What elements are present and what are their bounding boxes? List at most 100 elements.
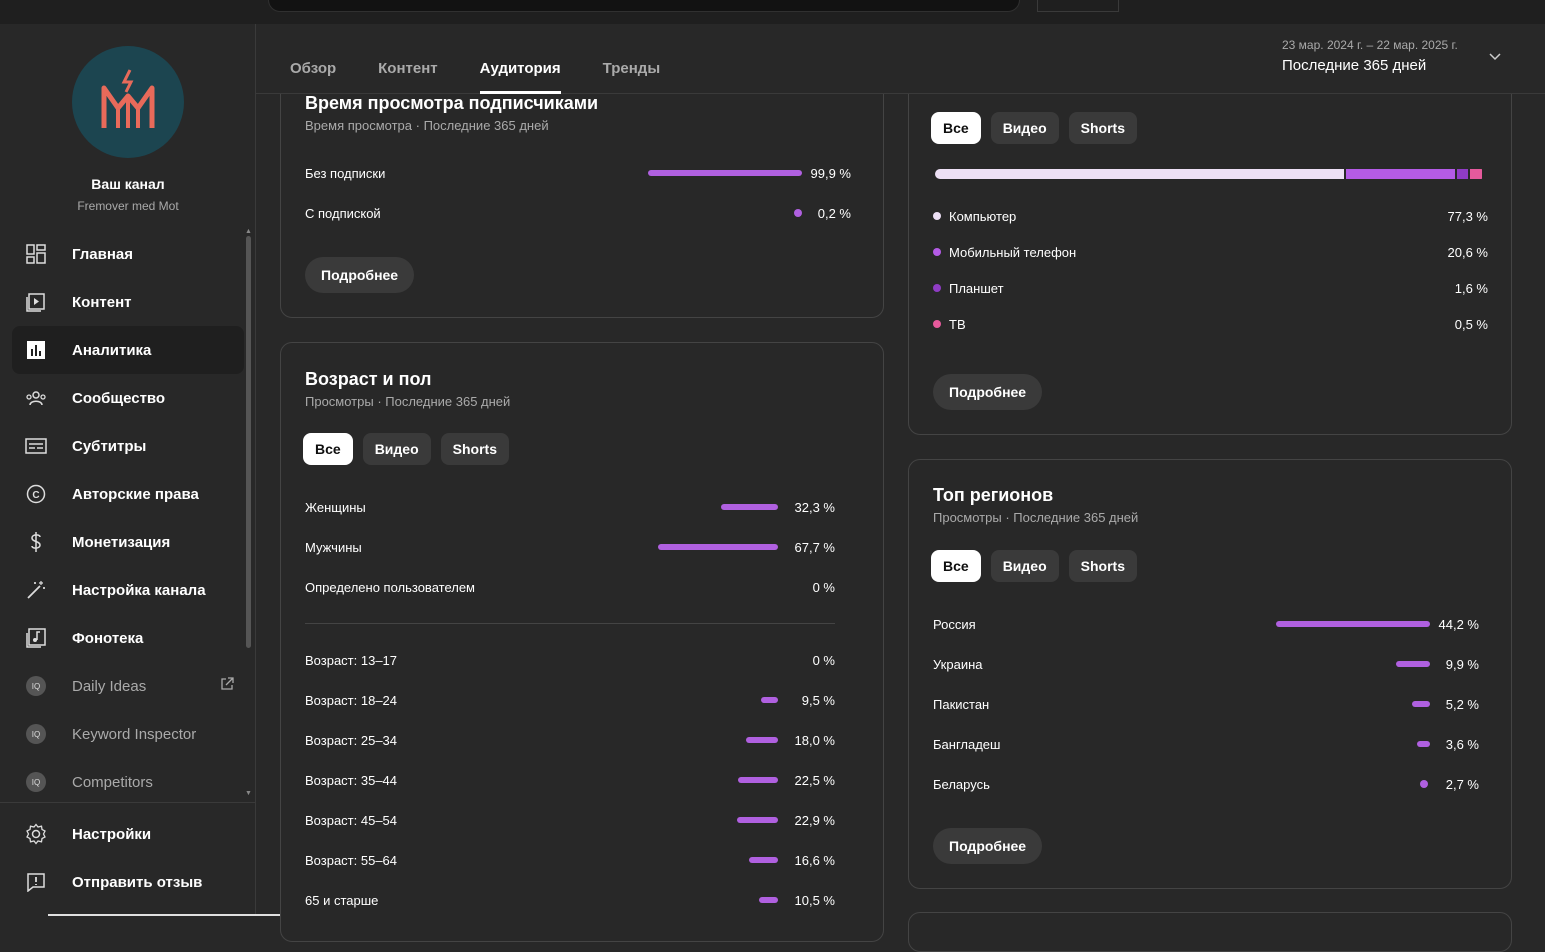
sidebar-divider bbox=[0, 802, 256, 803]
feedback-icon bbox=[24, 870, 48, 894]
sidebar-item-monetization[interactable]: Монетизация bbox=[12, 518, 244, 566]
sidebar-item-feedback[interactable]: Отправить отзыв bbox=[12, 858, 244, 906]
sidebar-item-competitors[interactable]: IQ Competitors bbox=[12, 758, 244, 806]
row-bar bbox=[648, 170, 802, 176]
extension-icon: IQ bbox=[26, 772, 46, 792]
sidebar-item-copyright[interactable]: C Авторские права bbox=[12, 470, 244, 518]
scroll-down-arrow[interactable]: ▼ bbox=[245, 790, 252, 797]
sidebar-item-daily-ideas[interactable]: IQ Daily Ideas bbox=[12, 662, 244, 710]
chip-video[interactable]: Видео bbox=[362, 433, 431, 465]
sidebar-item-label: Фонотека bbox=[72, 629, 144, 647]
chip-shorts[interactable]: Shorts bbox=[1068, 112, 1137, 144]
list-item: Бангладеш 3,6 % bbox=[933, 734, 1479, 754]
row-value: 1,6 % bbox=[1454, 280, 1488, 296]
list-item: Мобильный телефон 20,6 % bbox=[933, 242, 1488, 262]
list-item: Возраст: 13–17 0 % bbox=[305, 650, 835, 670]
extension-icon: IQ bbox=[26, 724, 46, 744]
row-value: 77,3 % bbox=[1447, 208, 1488, 224]
content-icon bbox=[24, 290, 48, 314]
list-item: Беларусь 2,7 % bbox=[933, 774, 1479, 794]
list-item: Определено пользователем 0 % bbox=[305, 577, 835, 597]
row-label: Возраст: 13–17 bbox=[305, 652, 398, 668]
sidebar-item-label: Competitors bbox=[72, 773, 153, 791]
svg-text:C: C bbox=[32, 490, 39, 501]
subscribers-watch-time-card: Время просмотра подписчиками Время просм… bbox=[280, 60, 884, 318]
date-range[interactable]: 23 мар. 2024 г. – 22 мар. 2025 г. bbox=[1282, 38, 1458, 52]
analytics-header: Обзор Контент Аудитория Тренды 23 мар. 2… bbox=[256, 24, 1545, 94]
chip-all[interactable]: Все bbox=[303, 433, 353, 465]
more-button[interactable]: Подробнее bbox=[305, 257, 415, 293]
tab-trends[interactable]: Тренды bbox=[602, 60, 661, 77]
row-bar bbox=[1276, 621, 1430, 627]
dashboard-icon bbox=[24, 242, 48, 266]
sidebar-item-label: Настройки bbox=[72, 825, 152, 843]
row-label: Россия bbox=[933, 616, 976, 632]
legend-dot bbox=[933, 284, 941, 292]
row-label: Украина bbox=[933, 656, 983, 672]
row-label: 65 и старше bbox=[305, 892, 379, 908]
sidebar-scrollbar[interactable] bbox=[246, 236, 251, 648]
tab-audience[interactable]: Аудитория bbox=[479, 60, 561, 94]
sidebar-item-label: Контент bbox=[72, 293, 132, 311]
analytics-tabs: Обзор Контент Аудитория Тренды bbox=[290, 60, 660, 94]
chip-all[interactable]: Все bbox=[931, 112, 981, 144]
search-input[interactable] bbox=[268, 0, 1020, 12]
row-bar bbox=[721, 504, 778, 510]
sidebar-item-settings[interactable]: Настройки bbox=[12, 810, 244, 858]
row-dot bbox=[1420, 780, 1428, 788]
row-label: Беларусь bbox=[933, 776, 990, 792]
row-value: 9,5 % bbox=[801, 692, 835, 708]
sidebar-item-label: Сообщество bbox=[72, 389, 166, 407]
sidebar-item-subtitles[interactable]: Субтитры bbox=[12, 422, 244, 470]
sidebar-item-keyword-inspector[interactable]: IQ Keyword Inspector bbox=[12, 710, 244, 758]
row-label: Определено пользователем bbox=[305, 579, 475, 595]
card-title: Возраст и пол bbox=[305, 369, 432, 389]
chip-shorts[interactable]: Shorts bbox=[440, 433, 509, 465]
row-value: 0,2 % bbox=[817, 205, 851, 221]
row-bar bbox=[737, 817, 778, 823]
settings-icon bbox=[24, 822, 48, 846]
filter-chips: Все Видео Shorts bbox=[303, 433, 509, 465]
more-button[interactable]: Подробнее bbox=[933, 828, 1043, 864]
channel-title: Ваш канал bbox=[91, 176, 165, 192]
row-value: 5,2 % bbox=[1445, 696, 1479, 712]
list-item: ТВ 0,5 % bbox=[933, 314, 1488, 334]
sidebar-item-label: Keyword Inspector bbox=[72, 725, 197, 743]
sidebar-item-community[interactable]: Сообщество bbox=[12, 374, 244, 422]
sidebar-bottom-nav: Настройки Отправить отзыв bbox=[12, 810, 244, 906]
card-title: Время просмотра подписчиками bbox=[305, 93, 599, 113]
chip-video[interactable]: Видео bbox=[990, 550, 1059, 582]
top-bar bbox=[0, 0, 1545, 24]
period-select[interactable]: Последние 365 дней bbox=[1282, 57, 1427, 74]
chip-video[interactable]: Видео bbox=[990, 112, 1059, 144]
scroll-up-arrow[interactable]: ▲ bbox=[245, 228, 252, 235]
row-label: Возраст: 55–64 bbox=[305, 852, 398, 868]
chevron-down-icon[interactable] bbox=[1488, 50, 1502, 69]
next-card-edge bbox=[908, 912, 1512, 952]
chip-shorts[interactable]: Shorts bbox=[1068, 550, 1137, 582]
top-bar-button[interactable] bbox=[1037, 0, 1119, 12]
list-item: Возраст: 25–34 18,0 % bbox=[305, 730, 835, 750]
row-value: 22,5 % bbox=[794, 772, 835, 788]
row-label: Компьютер bbox=[949, 208, 1017, 224]
legend-dot bbox=[933, 212, 941, 220]
list-item: Возраст: 45–54 22,9 % bbox=[305, 810, 835, 830]
more-button[interactable]: Подробнее bbox=[933, 374, 1043, 410]
sidebar-item-label: Главная bbox=[72, 245, 134, 263]
channel-avatar[interactable] bbox=[72, 46, 184, 158]
sidebar-item-audio-library[interactable]: Фонотека bbox=[12, 614, 244, 662]
sidebar-item-analytics[interactable]: Аналитика bbox=[12, 326, 244, 374]
legend-dot bbox=[933, 248, 941, 256]
row-value: 44,2 % bbox=[1438, 616, 1479, 632]
row-bar bbox=[761, 697, 778, 703]
sidebar-item-content[interactable]: Контент bbox=[12, 278, 244, 326]
tab-content[interactable]: Контент bbox=[378, 60, 438, 77]
age-gender-card: Возраст и пол Просмотры · Последние 365 … bbox=[280, 342, 884, 942]
sidebar-item-dashboard[interactable]: Главная bbox=[12, 230, 244, 278]
sidebar-item-customization[interactable]: Настройка канала bbox=[12, 566, 244, 614]
list-item: Женщины 32,3 % bbox=[305, 497, 835, 517]
tab-overview[interactable]: Обзор bbox=[290, 60, 337, 77]
row-label: Возраст: 25–34 bbox=[305, 732, 398, 748]
chip-all[interactable]: Все bbox=[931, 550, 981, 582]
list-item: Возраст: 18–24 9,5 % bbox=[305, 690, 835, 710]
